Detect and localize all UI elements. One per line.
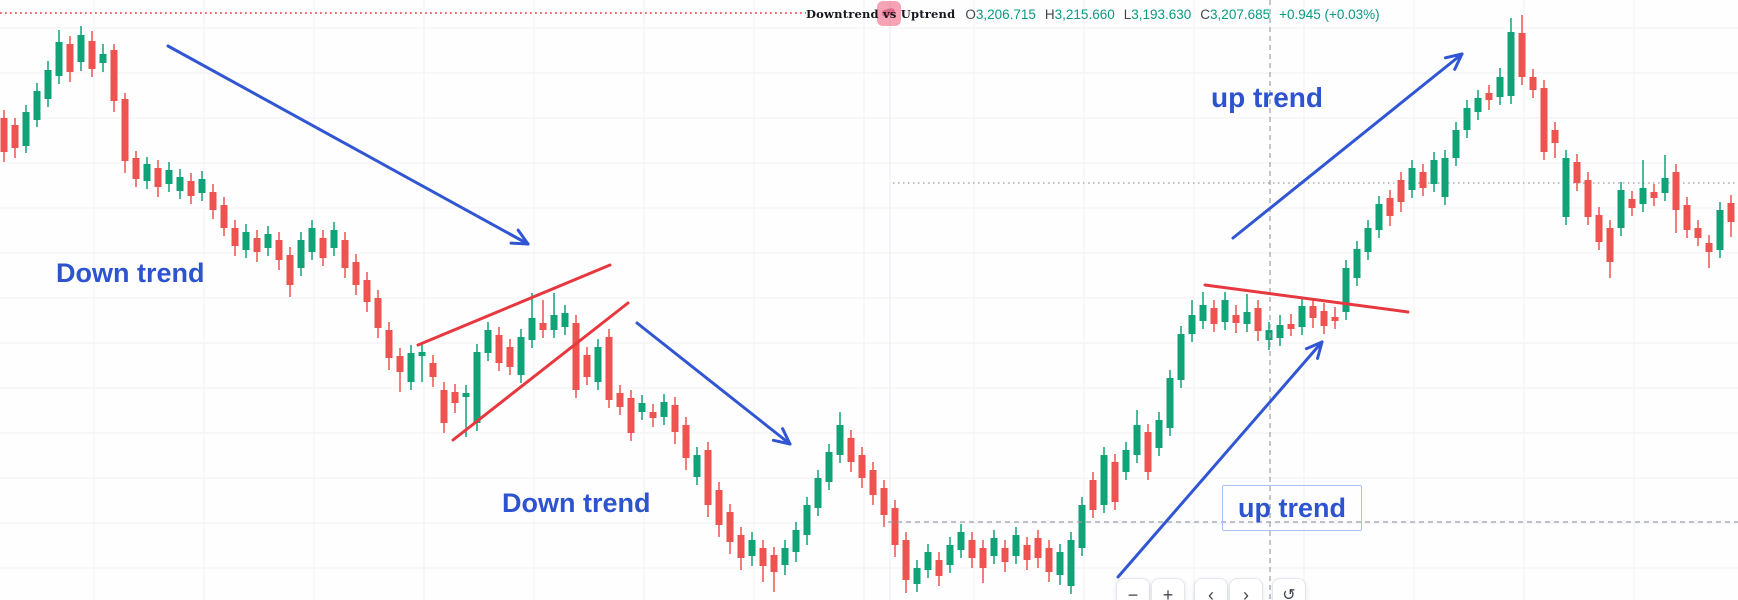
crosshair-layer [888,0,1738,600]
ohlc-close: C 3,207.685 [1200,6,1271,22]
zoom-out-button[interactable]: − [1116,578,1150,600]
bear-flag-upper [416,263,612,347]
annotation-down-trend-left[interactable]: Down trend [56,258,205,288]
chart-legend: Downtrend vs Uptrend O 3,206.715 H 3,215.6… [806,3,1380,25]
uptrend-arrow-1 [1116,340,1324,579]
candles-layer [0,15,1735,594]
ohlc-values: O 3,206.715 H 3,215.660 L 3,193.630 C 3,207.… [965,7,1379,22]
ohlc-open: O 3,206.715 [965,6,1036,22]
scroll-right-button[interactable]: › [1229,578,1263,600]
annotation-up-trend-boxed[interactable]: up trend [1222,485,1362,531]
symbol-badge-icon [877,1,901,26]
resistance-right [1203,283,1410,314]
annotation-up-trend-top[interactable]: up trend [1211,82,1323,113]
ohlc-high: H 3,215.660 [1044,6,1115,22]
scroll-left-button[interactable]: ‹ [1194,578,1228,600]
reset-view-button[interactable]: ↺ [1272,578,1306,600]
downtrend-arrow-2 [635,321,792,446]
guide-lines-layer [0,12,1738,184]
symbol-title[interactable]: Downtrend vs Uptrend [806,7,956,21]
ohlc-low: L 3,193.630 [1123,6,1192,22]
uptrend-arrow-2 [1231,52,1464,240]
arrow-drawings[interactable] [166,44,1464,579]
zoom-in-button[interactable]: + [1151,578,1185,600]
price-change: +0.945 (+0.03%) [1279,6,1380,22]
bear-flag-lower [451,301,630,442]
annotation-up-trend-boxed-label: up trend [1238,492,1346,523]
annotation-down-trend-mid[interactable]: Down trend [502,488,651,518]
trendline-drawings[interactable] [416,263,1410,442]
downtrend-arrow-1 [166,44,530,246]
